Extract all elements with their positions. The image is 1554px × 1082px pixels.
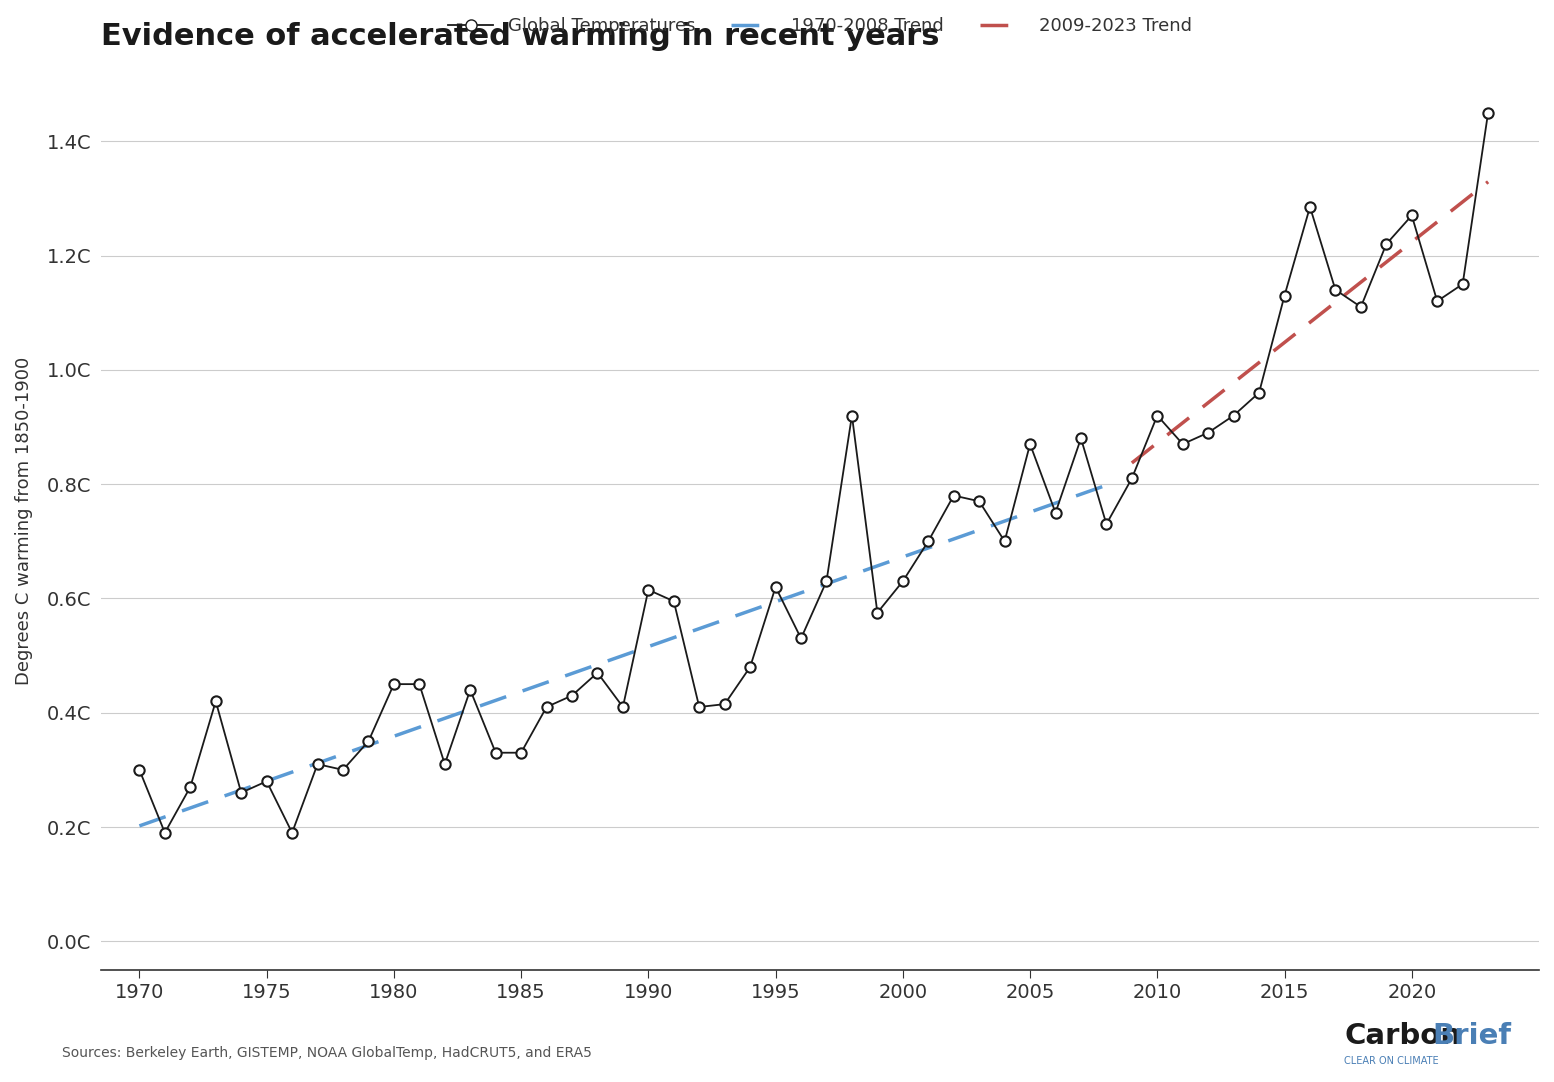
Text: Sources: Berkeley Earth, GISTEMP, NOAA GlobalTemp, HadCRUT5, and ERA5: Sources: Berkeley Earth, GISTEMP, NOAA G… (62, 1046, 592, 1060)
Point (1399, 207, 1423, 224)
Point (1450, 276, 1475, 293)
Legend: Global Temperatures, 1970-2008 Trend, 2009-2023 Trend: Global Temperatures, 1970-2008 Trend, 20… (441, 10, 1200, 42)
Point (127, 762, 152, 779)
Point (991, 532, 1016, 550)
Point (432, 755, 457, 773)
Point (204, 692, 228, 710)
Point (280, 824, 305, 842)
Point (687, 698, 712, 715)
Point (407, 675, 432, 692)
Point (1322, 281, 1347, 299)
Point (967, 492, 991, 510)
Point (1145, 407, 1170, 424)
Point (1043, 504, 1068, 522)
Point (458, 682, 483, 699)
Point (508, 744, 533, 762)
Point (228, 784, 253, 802)
Point (1246, 384, 1271, 401)
Point (738, 658, 763, 675)
Point (1195, 424, 1220, 441)
Point (305, 755, 329, 773)
Point (839, 407, 864, 424)
Point (866, 604, 890, 621)
Text: Carbon: Carbon (1344, 1021, 1461, 1050)
Point (611, 698, 636, 715)
Text: CLEAR ON CLIMATE: CLEAR ON CLIMATE (1344, 1056, 1439, 1066)
Point (1119, 470, 1144, 487)
Point (177, 778, 202, 795)
Point (559, 687, 584, 704)
Point (890, 572, 915, 590)
Point (1476, 104, 1501, 121)
Point (1221, 407, 1246, 424)
Point (584, 664, 609, 682)
Point (152, 824, 177, 842)
Point (1273, 287, 1298, 304)
Point (356, 733, 381, 750)
Point (1094, 515, 1119, 532)
Point (381, 675, 406, 692)
Point (1069, 430, 1094, 447)
Point (1298, 198, 1322, 215)
Point (712, 696, 737, 713)
Point (255, 773, 280, 790)
Point (483, 744, 508, 762)
Point (1349, 299, 1374, 316)
Text: Brief: Brief (1433, 1021, 1512, 1050)
Point (331, 762, 356, 779)
Y-axis label: Degrees C warming from 1850-1900: Degrees C warming from 1850-1900 (16, 357, 33, 685)
Text: Evidence of accelerated warming in recent years: Evidence of accelerated warming in recen… (101, 22, 940, 51)
Point (942, 487, 967, 504)
Point (1425, 292, 1450, 309)
Point (814, 572, 839, 590)
Point (1018, 435, 1043, 452)
Point (1170, 435, 1195, 452)
Point (915, 532, 940, 550)
Point (662, 593, 687, 610)
Point (763, 578, 788, 595)
Point (535, 698, 559, 715)
Point (1374, 236, 1399, 253)
Point (788, 630, 813, 647)
Point (636, 581, 660, 598)
